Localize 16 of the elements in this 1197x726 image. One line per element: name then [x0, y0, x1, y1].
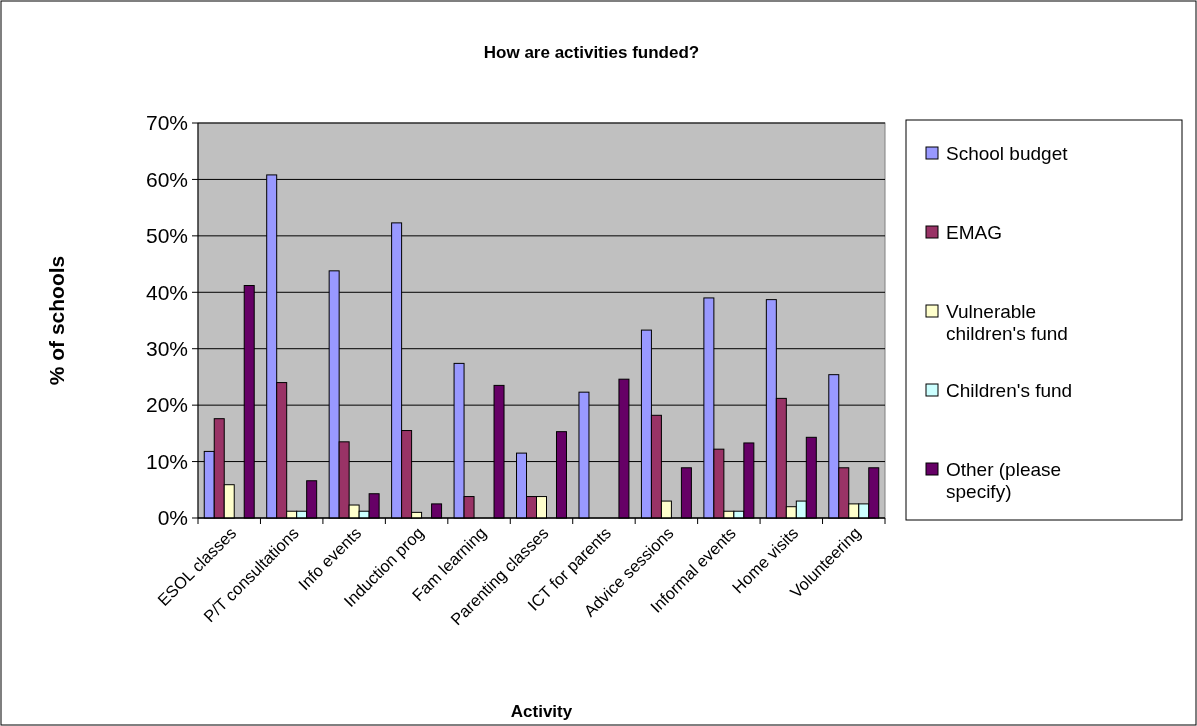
- y-tick-label: 20%: [145, 393, 188, 417]
- y-tick-label: 40%: [145, 280, 188, 304]
- y-tick-label: 60%: [145, 167, 188, 191]
- chart-title: How are activities funded?: [483, 43, 700, 62]
- legend-label: Children's fund: [946, 379, 1073, 401]
- y-tick-label: 50%: [145, 224, 188, 248]
- y-tick-label: 70%: [145, 111, 188, 135]
- y-tick-label: 30%: [145, 337, 188, 361]
- legend-label: School budget: [946, 142, 1069, 164]
- legend-label: Other (please specify): [946, 458, 1062, 503]
- legend-label: EMAG: [946, 221, 1002, 243]
- legend-label: Vulnerable children's fund: [946, 300, 1068, 345]
- y-tick-label: 0%: [157, 506, 188, 530]
- y-tick-label: 10%: [145, 449, 188, 473]
- x-axis-title: Activity: [510, 702, 573, 721]
- y-axis-title: % of schools: [45, 255, 68, 386]
